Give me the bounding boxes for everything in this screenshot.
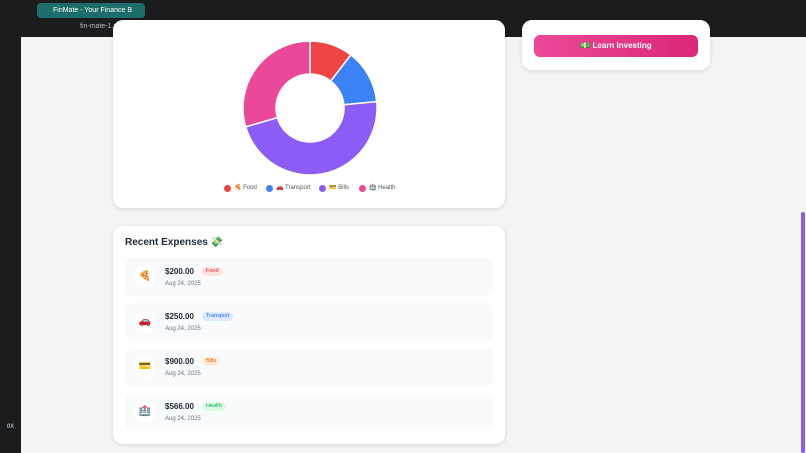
legend-swatch [359, 185, 366, 192]
category-badge: Transport [202, 312, 234, 321]
legend-label: 🚗 Transport [276, 185, 311, 191]
expense-icon: 💳 [135, 357, 155, 377]
donut-slice[interactable] [242, 40, 311, 128]
expense-icon: 🍕 [135, 267, 155, 287]
expense-date: Aug 24, 2025 [165, 326, 201, 332]
browser-tab[interactable]: FinMate - Your Finance B [37, 3, 145, 18]
legend-label: 💳 Bills [329, 185, 350, 191]
legend-swatch [319, 185, 326, 192]
expense-item: 🚗 $250.00 Transport Aug 24, 2025 [125, 303, 493, 341]
expense-date: Aug 24, 2025 [165, 416, 201, 422]
expense-date: Aug 24, 2025 [165, 371, 201, 377]
section-title: Recent Expenses 💸 [125, 237, 224, 248]
expense-item: 🍕 $200.00 Food Aug 24, 2025 [125, 258, 493, 296]
category-badge: Health [202, 402, 226, 411]
sidebar [0, 37, 21, 453]
donut-slice[interactable] [244, 100, 378, 176]
scrollbar[interactable] [801, 212, 805, 453]
legend-label: 🏥 Health [369, 185, 396, 191]
donut-chart [242, 40, 378, 176]
expense-amount: $900.00 [165, 357, 194, 366]
expense-amount: $250.00 [165, 312, 194, 321]
category-badge: Food [202, 267, 223, 276]
sidebar-label: 0X [6, 424, 15, 430]
expense-icon: 🏥 [135, 402, 155, 422]
legend-swatch [224, 185, 231, 192]
expense-date: Aug 24, 2025 [165, 281, 201, 287]
legend-swatch [266, 185, 273, 192]
expense-icon: 🚗 [135, 312, 155, 332]
expense-amount: $566.00 [165, 402, 194, 411]
expense-amount: $200.00 [165, 267, 194, 276]
learn-button[interactable]: 💵 Learn Investing [534, 35, 698, 57]
expense-item: 🏥 $566.00 Health Aug 24, 2025 [125, 393, 493, 431]
category-badge: Bills [202, 357, 221, 366]
expense-item: 💳 $900.00 Bills Aug 24, 2025 [125, 348, 493, 386]
legend-label: 🍕 Food [234, 185, 257, 191]
